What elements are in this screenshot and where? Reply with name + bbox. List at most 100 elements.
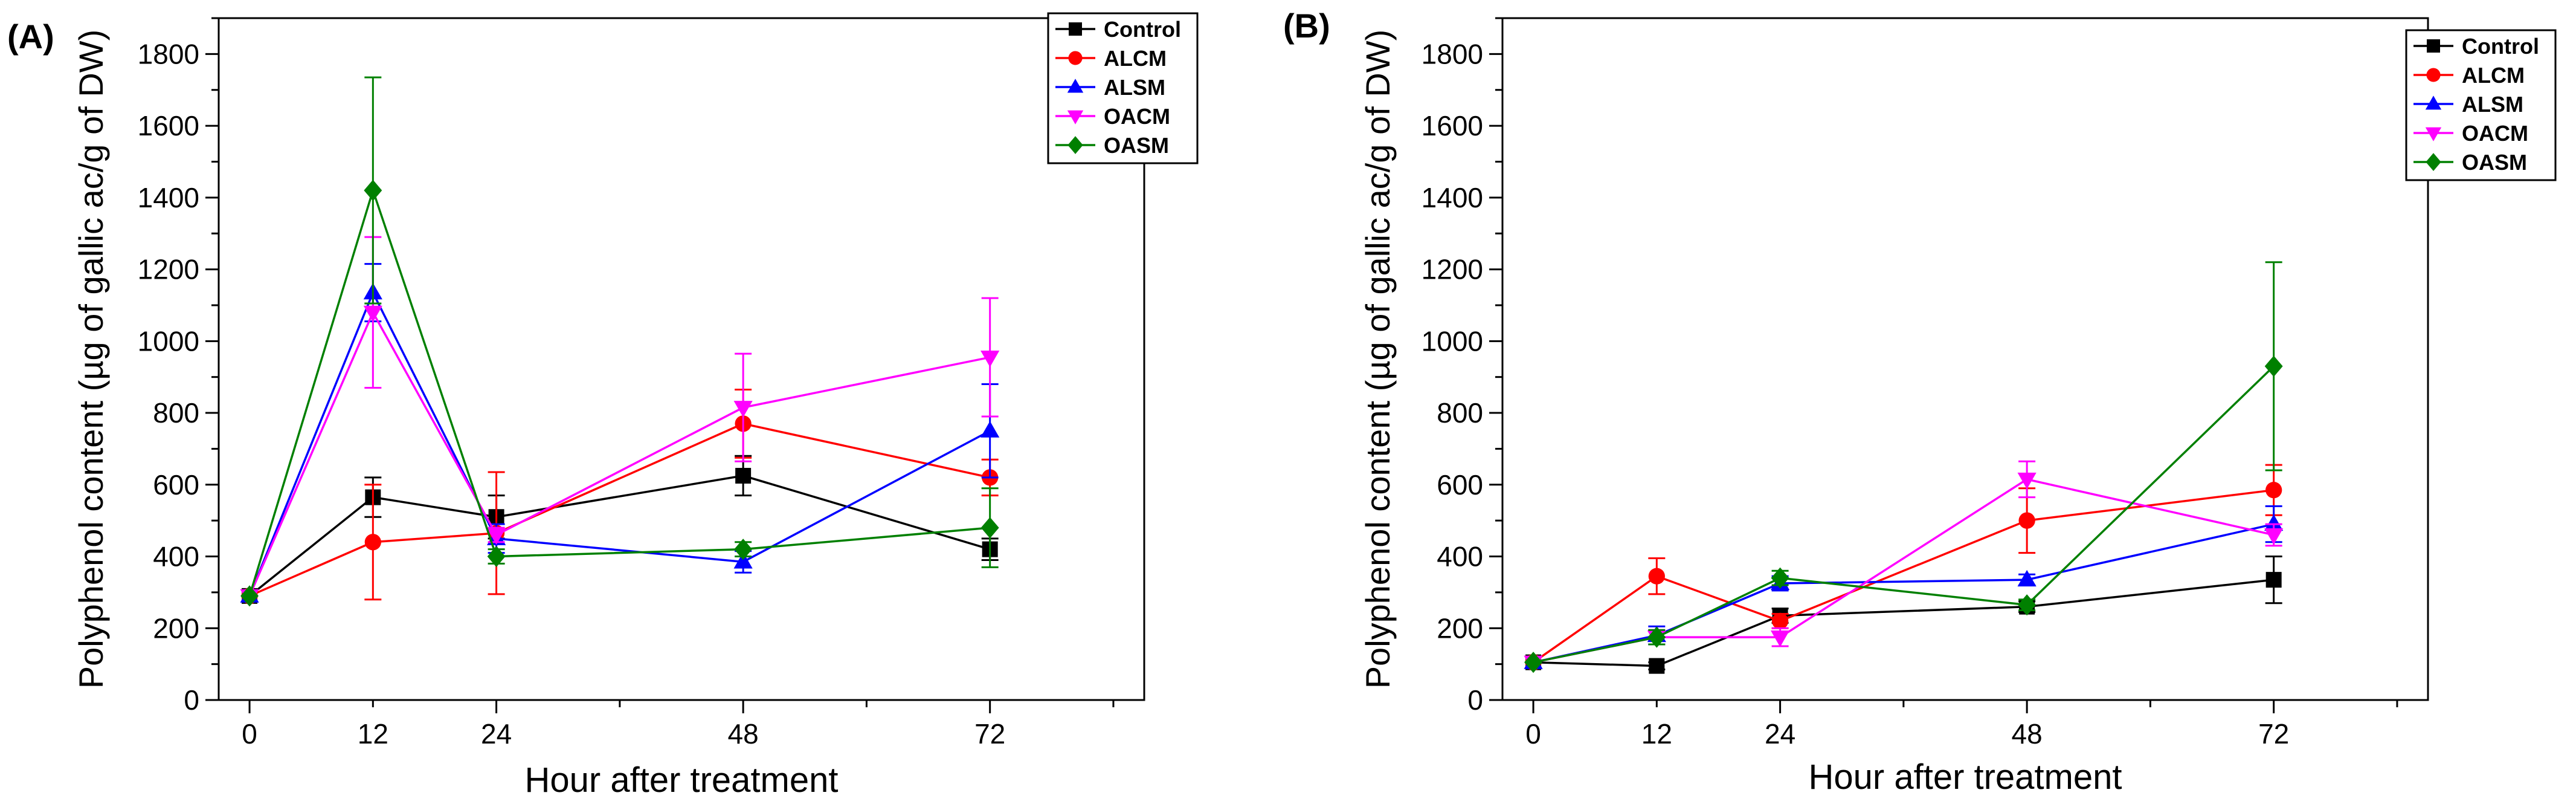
x-tick-label: 0	[1525, 718, 1541, 750]
data-point	[734, 539, 753, 560]
y-tick-label: 1200	[138, 254, 199, 285]
y-tick-label: 0	[184, 684, 199, 716]
data-point	[2264, 514, 2284, 531]
series-oasm	[240, 76, 999, 607]
x-tick-label: 48	[2012, 718, 2043, 750]
data-point	[1649, 658, 1665, 674]
x-tick-label: 0	[242, 718, 257, 750]
data-point	[1524, 652, 1543, 673]
legend-marker	[2425, 96, 2442, 110]
legend-label: ALSM	[1104, 75, 1165, 100]
legend-marker	[1067, 110, 1084, 125]
data-point	[2018, 594, 2037, 616]
y-tick-label: 1200	[1422, 254, 1483, 285]
data-point	[363, 305, 382, 323]
legend-item-oacm: OACM	[1055, 104, 1170, 129]
y-tick-label: 1400	[138, 182, 199, 213]
y-tick-label: 200	[153, 612, 199, 644]
legend-marker	[1067, 79, 1084, 93]
x-tick-label: 72	[974, 718, 1005, 750]
legend-label: ALSM	[2462, 92, 2523, 117]
data-point	[1771, 567, 1789, 589]
y-tick-label: 1600	[1422, 110, 1483, 141]
legend-label: OASM	[1104, 133, 1169, 158]
legend: Control ALCM ALSM OACM OASM	[1047, 12, 1199, 164]
data-point	[980, 421, 1000, 438]
data-point	[2264, 528, 2284, 545]
series-line	[248, 187, 990, 597]
legend-label: Control	[1104, 17, 1181, 42]
legend-item-oacm: OACM	[2413, 121, 2528, 146]
legend-item-control: Control	[1055, 17, 1181, 42]
y-tick-label: 1600	[138, 110, 199, 141]
data-point	[240, 585, 259, 607]
series-line	[248, 475, 991, 597]
series-line	[1533, 579, 2274, 667]
data-point	[733, 552, 753, 569]
panel-label: (B)	[1283, 7, 1330, 45]
legend-label: OACM	[1104, 104, 1170, 129]
y-tick-label: 1400	[1422, 182, 1483, 213]
y-tick-label: 1800	[1422, 38, 1483, 70]
y-axis-label: Polyphenol content (µg of gallic ac/g of…	[72, 30, 110, 689]
series-line	[249, 423, 991, 597]
legend-label: OACM	[2462, 121, 2528, 146]
plot-frame	[217, 17, 1145, 701]
y-tick-label: 1000	[1422, 325, 1483, 357]
y-axis-label: Polyphenol content (µg of gallic ac/g of…	[1359, 30, 1397, 689]
plot-frame	[1501, 17, 2429, 701]
legend-label: OASM	[2462, 150, 2527, 175]
data-point	[735, 467, 752, 484]
legend-item-alcm: ALCM	[2413, 63, 2525, 88]
x-tick-label: 24	[481, 718, 512, 750]
data-point	[2018, 512, 2035, 529]
x-tick-label: 72	[2258, 718, 2289, 750]
series-line	[1533, 365, 2275, 664]
x-tick-label: 48	[728, 718, 759, 750]
legend-label: ALCM	[1104, 46, 1167, 71]
legend-item-control: Control	[2413, 34, 2539, 59]
x-tick-label: 24	[1765, 718, 1795, 750]
legend-item-alsm: ALSM	[2413, 92, 2523, 117]
series-oacm	[240, 236, 1000, 606]
y-tick-label: 400	[153, 541, 199, 572]
series-control	[1525, 556, 2282, 674]
data-point	[364, 534, 381, 551]
data-point	[487, 545, 506, 568]
data-point	[2265, 572, 2282, 588]
legend-item-oasm: OASM	[1055, 133, 1169, 158]
data-point	[2264, 355, 2283, 377]
y-tick-label: 600	[1437, 469, 1483, 501]
legend-item-alcm: ALCM	[1055, 46, 1167, 71]
legend-item-alsm: ALSM	[1055, 75, 1165, 100]
panel-label: (A)	[7, 18, 54, 56]
x-tick-label: 12	[358, 718, 388, 750]
data-point	[2265, 482, 2282, 499]
data-point	[364, 180, 382, 201]
data-point	[487, 528, 506, 545]
y-tick-label: 1000	[138, 325, 199, 357]
series-line	[1533, 523, 2275, 664]
data-point	[2017, 569, 2037, 587]
x-axis-label: Hour after treatment	[525, 760, 839, 800]
legend-item-oasm: OASM	[2413, 150, 2527, 175]
data-point	[1771, 630, 1790, 647]
series-line	[1533, 488, 2274, 664]
x-tick-label: 12	[1641, 718, 1672, 750]
legend-marker	[2425, 127, 2442, 141]
legend-marker	[1067, 136, 1083, 154]
legend-marker	[1068, 51, 1083, 65]
data-point	[1647, 626, 1666, 648]
data-point	[1648, 568, 1665, 585]
data-point	[980, 350, 1000, 368]
legend-label: ALCM	[2462, 63, 2525, 88]
legend-marker	[2426, 68, 2441, 82]
chart-panel-b: (B) 0 200 400 600 800 1000 1200 1400 1600 1800 0 12 2…	[1283, 7, 2557, 797]
y-tick-label: 1800	[138, 38, 199, 70]
data-point	[2017, 472, 2037, 490]
x-axis-label: Hour after treatment	[1809, 757, 2122, 797]
y-tick-label: 800	[1437, 397, 1483, 429]
chart-panel-a: (A) 0 200 400 600 800 1000 1200 1400 1600 1800 0 12 2…	[7, 12, 1199, 800]
